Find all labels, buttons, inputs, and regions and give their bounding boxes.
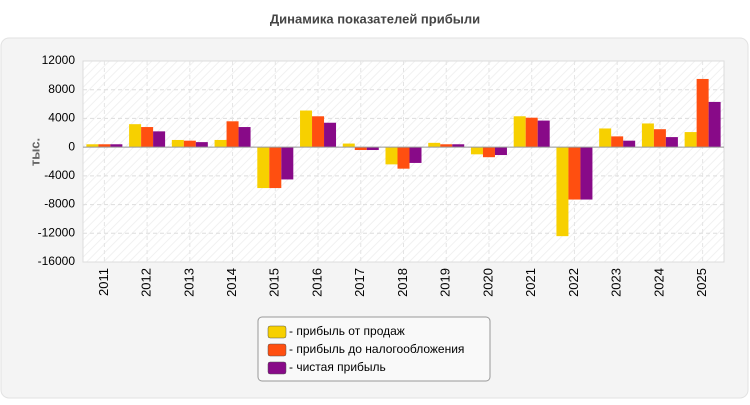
x-tick-label: 2024 xyxy=(651,268,666,297)
bar xyxy=(257,147,270,189)
x-tick-label: 2014 xyxy=(224,268,239,297)
bar xyxy=(98,144,111,148)
x-tick-label: 2011 xyxy=(96,268,111,296)
bar xyxy=(153,131,166,148)
x-tick-label: 2018 xyxy=(395,268,410,297)
bar xyxy=(183,140,196,148)
bar xyxy=(195,142,208,148)
y-tick-label: -4000 xyxy=(44,168,75,182)
x-tick-label: 2021 xyxy=(523,268,538,297)
x-tick-label: 2015 xyxy=(267,268,282,297)
bar xyxy=(366,147,379,151)
y-tick-label: -12000 xyxy=(38,225,76,239)
x-tick-label: 2022 xyxy=(566,268,581,297)
legend xyxy=(257,316,491,382)
bar xyxy=(665,137,678,148)
bar xyxy=(342,143,355,148)
x-tick-label: 2025 xyxy=(694,268,709,297)
bar xyxy=(599,128,612,148)
chart-title: Динамика показателей прибыли xyxy=(270,11,480,26)
y-tick-label: 8000 xyxy=(48,82,75,96)
bar xyxy=(409,147,422,163)
bar xyxy=(525,117,538,148)
x-tick-label: 2019 xyxy=(438,268,453,297)
bar xyxy=(312,116,325,148)
bar xyxy=(440,144,453,148)
bar xyxy=(482,147,495,158)
x-tick-label: 2016 xyxy=(309,268,324,297)
bar xyxy=(623,140,636,148)
bar xyxy=(110,144,123,148)
y-axis-label: тыс. xyxy=(27,138,42,166)
bar xyxy=(452,144,465,148)
bar xyxy=(269,147,282,189)
bar xyxy=(281,147,294,180)
bar xyxy=(568,147,581,200)
legend-label: - чистая прибыль xyxy=(289,360,386,374)
y-tick-label: -8000 xyxy=(44,197,75,211)
bar xyxy=(141,127,154,148)
bar xyxy=(494,147,507,156)
y-tick-label: 12000 xyxy=(42,53,76,67)
bar xyxy=(324,122,337,148)
x-tick-label: 2012 xyxy=(139,268,154,297)
x-tick-label: 2017 xyxy=(352,268,367,297)
y-tick-label: 0 xyxy=(68,139,75,153)
bar xyxy=(696,78,709,148)
bar xyxy=(171,139,184,148)
bar xyxy=(470,147,483,155)
bar xyxy=(129,124,142,148)
bar xyxy=(86,144,99,148)
x-tick-label: 2023 xyxy=(609,268,624,297)
x-tick-label: 2020 xyxy=(480,268,495,297)
y-tick-label: -16000 xyxy=(38,254,76,268)
legend-label: - прибыль от продаж xyxy=(289,324,405,338)
bar xyxy=(354,147,367,151)
bar xyxy=(537,120,550,148)
bar xyxy=(580,147,593,200)
bar xyxy=(226,121,239,148)
bar xyxy=(238,127,251,148)
legend-swatch xyxy=(267,343,287,357)
bar xyxy=(428,142,441,148)
bar xyxy=(653,129,666,148)
bar xyxy=(611,136,624,148)
legend-label: - прибыль до налогообложения xyxy=(289,342,464,356)
bar xyxy=(684,132,697,148)
legend-swatch xyxy=(267,325,287,339)
bar xyxy=(641,123,654,148)
bar xyxy=(397,147,410,169)
legend-swatch xyxy=(267,361,287,375)
bar xyxy=(513,116,526,148)
bar xyxy=(385,147,398,165)
y-tick-label: 4000 xyxy=(48,111,75,125)
bar xyxy=(214,139,227,148)
bar xyxy=(556,147,569,237)
x-tick-label: 2013 xyxy=(181,268,196,297)
bar xyxy=(708,101,721,148)
bar xyxy=(300,110,313,148)
